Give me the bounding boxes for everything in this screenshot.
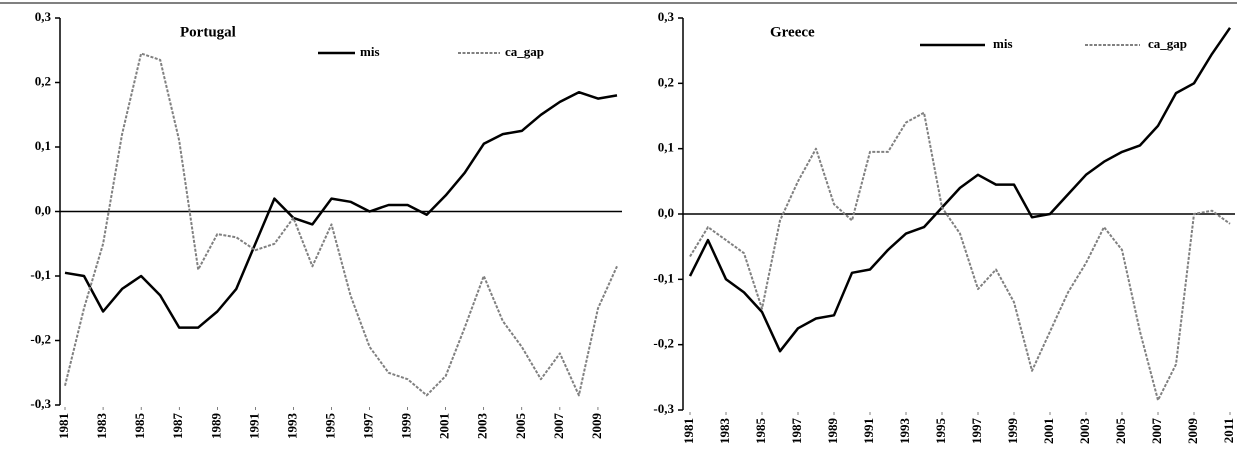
series-line (64, 52, 618, 397)
y-tick-label: 0,0 (658, 205, 674, 220)
x-tick-label: 1987 (789, 418, 804, 445)
x-tick-label: 1997 (969, 418, 984, 445)
y-tick-label: -0,3 (30, 396, 51, 411)
x-tick-label: 1983 (94, 413, 109, 440)
x-tick-label: 1989 (825, 418, 840, 445)
x-tick-label: 2007 (1149, 418, 1164, 445)
x-tick-label: 2003 (1077, 418, 1092, 445)
series-line (689, 111, 1231, 402)
x-tick-label: 1989 (208, 413, 223, 440)
x-tick-label: 1985 (753, 418, 768, 445)
series-line (64, 90, 618, 329)
x-tick-label: 2005 (1113, 418, 1128, 445)
x-tick-label: 2001 (437, 413, 452, 439)
x-tick-label: 1995 (933, 418, 948, 445)
x-tick-label: 1981 (56, 413, 71, 439)
series-line (688, 27, 1232, 353)
chart-title: Portugal (180, 24, 236, 40)
y-tick-label: 0,0 (35, 202, 51, 217)
x-tick-label: 1985 (132, 413, 147, 440)
y-tick-label: 0,1 (658, 140, 674, 155)
legend-label: ca_gap (505, 44, 544, 59)
x-tick-label: 2009 (589, 413, 604, 440)
x-tick-label: 1991 (861, 418, 876, 444)
x-tick-label: 1983 (717, 418, 732, 445)
y-tick-label: 0,2 (35, 73, 51, 88)
y-tick-label: 0,1 (35, 138, 51, 153)
y-tick-label: -0,3 (653, 401, 674, 416)
x-tick-label: 2003 (475, 413, 490, 440)
legend-label: mis (993, 36, 1013, 51)
x-tick-label: 2011 (1221, 418, 1236, 443)
x-tick-label: 2001 (1041, 418, 1056, 444)
y-tick-label: -0,2 (30, 331, 51, 346)
x-tick-label: 1993 (284, 413, 299, 440)
y-tick-label: -0,1 (30, 267, 51, 282)
x-tick-label: 1993 (897, 418, 912, 445)
x-tick-label: 2005 (513, 413, 528, 440)
x-tick-label: 1991 (246, 413, 261, 439)
y-tick-label: 0,3 (35, 9, 52, 24)
x-tick-label: 2007 (551, 413, 566, 440)
x-tick-label: 1997 (361, 413, 376, 440)
x-tick-label: 1981 (681, 418, 696, 444)
x-tick-label: 2009 (1185, 418, 1200, 445)
y-tick-label: 0,3 (658, 9, 675, 24)
x-tick-label: 1995 (322, 413, 337, 440)
y-tick-label: -0,2 (653, 336, 674, 351)
x-tick-label: 1987 (170, 413, 185, 440)
x-tick-label: 1999 (1005, 418, 1020, 445)
x-tick-label: 1999 (399, 413, 414, 440)
chart-title: Greece (770, 24, 815, 40)
y-tick-label: -0,1 (653, 270, 674, 285)
legend-label: ca_gap (1148, 36, 1187, 51)
legend-label: mis (360, 44, 380, 59)
y-tick-label: 0,2 (658, 74, 674, 89)
